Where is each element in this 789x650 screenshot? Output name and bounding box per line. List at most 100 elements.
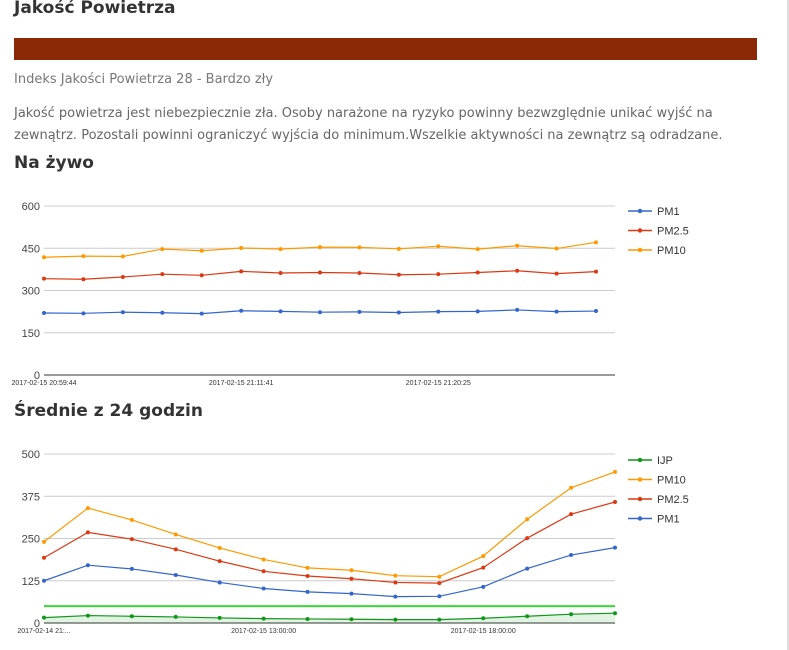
data-point[interactable] <box>120 274 125 279</box>
data-point[interactable] <box>261 616 266 621</box>
data-point[interactable] <box>436 309 441 314</box>
data-point[interactable] <box>318 245 322 250</box>
legend-label[interactable]: PM2.5 <box>657 494 689 506</box>
data-point[interactable] <box>475 247 480 252</box>
data-point[interactable] <box>239 269 244 274</box>
data-point[interactable] <box>525 517 530 522</box>
data-point[interactable] <box>120 310 125 315</box>
data-point[interactable] <box>160 310 165 315</box>
data-point[interactable] <box>525 536 530 541</box>
data-point[interactable] <box>525 566 530 571</box>
data-point[interactable] <box>217 545 222 550</box>
data-point[interactable] <box>278 271 283 276</box>
data-point[interactable] <box>261 569 266 574</box>
data-point[interactable] <box>85 563 90 568</box>
data-point[interactable] <box>569 485 574 490</box>
data-point[interactable] <box>199 273 204 278</box>
data-point[interactable] <box>393 617 398 622</box>
data-point[interactable] <box>569 612 574 617</box>
data-point[interactable] <box>357 245 362 250</box>
data-point[interactable] <box>613 469 617 474</box>
data-point[interactable] <box>515 243 520 248</box>
data-point[interactable] <box>217 580 222 585</box>
data-point[interactable] <box>85 506 90 511</box>
data-point[interactable] <box>42 276 46 281</box>
legend-label[interactable]: PM2.5 <box>657 226 689 238</box>
data-point[interactable] <box>160 247 165 252</box>
data-point[interactable] <box>278 309 283 314</box>
data-point[interactable] <box>278 247 283 252</box>
legend-label[interactable]: IJP <box>657 455 673 467</box>
data-point[interactable] <box>436 272 441 277</box>
data-point[interactable] <box>515 307 520 312</box>
data-point[interactable] <box>42 578 46 583</box>
data-point[interactable] <box>357 271 362 276</box>
data-point[interactable] <box>261 586 266 591</box>
data-point[interactable] <box>81 277 86 282</box>
data-point[interactable] <box>129 614 134 619</box>
data-point[interactable] <box>305 565 310 570</box>
data-point[interactable] <box>42 255 46 260</box>
data-point[interactable] <box>515 268 520 273</box>
data-point[interactable] <box>160 272 165 277</box>
data-point[interactable] <box>475 309 480 314</box>
data-point[interactable] <box>318 270 322 275</box>
data-point[interactable] <box>261 557 266 562</box>
data-point[interactable] <box>481 565 486 570</box>
data-point[interactable] <box>594 269 598 274</box>
data-point[interactable] <box>349 617 354 622</box>
data-point[interactable] <box>594 309 598 314</box>
data-point[interactable] <box>42 311 46 316</box>
data-point[interactable] <box>173 532 178 537</box>
data-point[interactable] <box>349 568 354 573</box>
data-point[interactable] <box>199 248 204 253</box>
data-point[interactable] <box>396 310 401 315</box>
data-point[interactable] <box>613 545 617 550</box>
data-point[interactable] <box>305 574 310 579</box>
data-point[interactable] <box>436 244 441 249</box>
data-point[interactable] <box>42 539 46 544</box>
data-point[interactable] <box>393 594 398 599</box>
data-point[interactable] <box>481 616 486 621</box>
data-point[interactable] <box>393 580 398 585</box>
data-point[interactable] <box>594 240 598 245</box>
data-point[interactable] <box>357 309 362 314</box>
data-point[interactable] <box>525 614 530 619</box>
data-point[interactable] <box>396 246 401 251</box>
data-point[interactable] <box>120 254 125 259</box>
data-point[interactable] <box>437 594 442 599</box>
data-point[interactable] <box>481 584 486 589</box>
data-point[interactable] <box>318 310 322 315</box>
data-point[interactable] <box>239 245 244 250</box>
data-point[interactable] <box>217 615 222 620</box>
data-point[interactable] <box>475 270 480 275</box>
data-point[interactable] <box>613 611 617 616</box>
data-point[interactable] <box>437 581 442 586</box>
data-point[interactable] <box>81 311 86 316</box>
data-point[interactable] <box>129 566 134 571</box>
data-point[interactable] <box>173 547 178 552</box>
data-point[interactable] <box>437 617 442 622</box>
data-point[interactable] <box>349 576 354 581</box>
data-point[interactable] <box>393 573 398 578</box>
data-point[interactable] <box>81 254 86 259</box>
scrollbar-edge[interactable] <box>787 0 789 650</box>
data-point[interactable] <box>437 574 442 579</box>
data-point[interactable] <box>349 591 354 596</box>
data-point[interactable] <box>554 246 559 251</box>
data-point[interactable] <box>85 530 90 535</box>
data-point[interactable] <box>129 517 134 522</box>
data-point[interactable] <box>173 614 178 619</box>
data-point[interactable] <box>305 616 310 621</box>
data-point[interactable] <box>239 308 244 313</box>
data-point[interactable] <box>569 512 574 517</box>
data-point[interactable] <box>554 271 559 276</box>
data-point[interactable] <box>481 554 486 559</box>
data-point[interactable] <box>305 589 310 594</box>
data-point[interactable] <box>199 311 204 316</box>
data-point[interactable] <box>396 272 401 277</box>
data-point[interactable] <box>129 537 134 542</box>
data-point[interactable] <box>217 559 222 564</box>
data-point[interactable] <box>42 615 46 620</box>
data-point[interactable] <box>85 613 90 618</box>
